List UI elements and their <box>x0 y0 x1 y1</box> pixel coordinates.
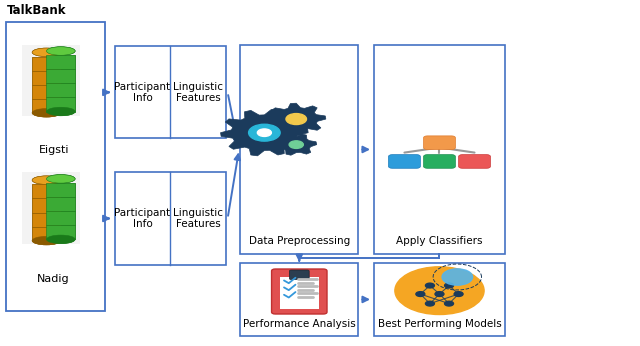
Ellipse shape <box>47 107 75 116</box>
Bar <box>115 46 227 138</box>
Text: Linguistic
Features: Linguistic Features <box>173 208 223 229</box>
Bar <box>47 197 75 211</box>
FancyBboxPatch shape <box>424 155 456 168</box>
Bar <box>47 197 75 211</box>
Ellipse shape <box>32 48 61 56</box>
Bar <box>47 55 75 69</box>
Circle shape <box>445 283 454 288</box>
Bar <box>47 55 75 69</box>
Ellipse shape <box>32 236 61 245</box>
Bar <box>6 22 105 310</box>
Text: Nadig: Nadig <box>37 274 70 284</box>
FancyBboxPatch shape <box>22 172 80 244</box>
Circle shape <box>248 124 280 141</box>
Ellipse shape <box>47 175 75 183</box>
Bar <box>32 212 61 227</box>
Ellipse shape <box>32 176 61 184</box>
Ellipse shape <box>32 48 61 56</box>
Text: TalkBank: TalkBank <box>6 4 66 17</box>
FancyBboxPatch shape <box>271 269 327 314</box>
Bar <box>47 98 75 111</box>
Bar <box>32 227 61 241</box>
Text: Eigsti: Eigsti <box>38 145 69 155</box>
Bar <box>32 99 61 113</box>
Bar <box>32 56 61 71</box>
Text: Performance Analysis: Performance Analysis <box>243 319 356 329</box>
Circle shape <box>286 113 307 125</box>
Bar <box>374 263 505 336</box>
Bar <box>32 99 61 113</box>
Bar <box>32 85 61 99</box>
Ellipse shape <box>32 176 61 184</box>
Bar <box>47 69 75 83</box>
Ellipse shape <box>47 235 75 244</box>
FancyBboxPatch shape <box>459 155 490 168</box>
Bar <box>32 212 61 227</box>
Bar <box>47 211 75 225</box>
Circle shape <box>257 129 271 136</box>
Ellipse shape <box>47 47 75 55</box>
Ellipse shape <box>47 175 75 183</box>
Bar <box>241 263 358 336</box>
Ellipse shape <box>32 236 61 245</box>
Text: Participant
Info: Participant Info <box>115 82 171 103</box>
Bar <box>32 184 61 199</box>
Bar <box>32 184 61 199</box>
Bar <box>32 85 61 99</box>
Bar <box>47 98 75 111</box>
Polygon shape <box>267 103 326 135</box>
Bar <box>374 45 505 254</box>
Bar <box>47 211 75 225</box>
Text: Data Preprocessing: Data Preprocessing <box>249 236 350 246</box>
Text: Apply Classifiers: Apply Classifiers <box>396 236 483 246</box>
Bar <box>47 83 75 98</box>
Bar <box>280 277 319 309</box>
Bar <box>47 225 75 239</box>
Polygon shape <box>221 110 308 156</box>
Text: Linguistic
Features: Linguistic Features <box>173 82 223 103</box>
Bar <box>32 71 61 85</box>
Circle shape <box>435 292 444 297</box>
Bar <box>47 83 75 98</box>
Bar <box>32 199 61 212</box>
Bar <box>32 71 61 85</box>
FancyBboxPatch shape <box>22 45 80 116</box>
FancyBboxPatch shape <box>388 155 420 168</box>
Bar <box>47 69 75 83</box>
Circle shape <box>454 292 463 297</box>
Polygon shape <box>276 134 317 155</box>
Bar <box>47 225 75 239</box>
Bar <box>32 227 61 241</box>
Bar <box>47 183 75 197</box>
FancyBboxPatch shape <box>424 136 456 149</box>
Circle shape <box>426 301 435 306</box>
Text: Participant
Info: Participant Info <box>115 208 171 229</box>
Ellipse shape <box>47 47 75 55</box>
Circle shape <box>426 283 435 288</box>
Circle shape <box>442 269 472 285</box>
Bar <box>32 56 61 71</box>
Ellipse shape <box>47 107 75 116</box>
FancyBboxPatch shape <box>289 270 309 280</box>
Circle shape <box>289 141 303 148</box>
Bar <box>241 45 358 254</box>
Bar <box>115 172 227 264</box>
Circle shape <box>416 292 425 297</box>
Bar <box>47 183 75 197</box>
Ellipse shape <box>32 109 61 117</box>
Circle shape <box>395 267 484 315</box>
Text: Best Performing Models: Best Performing Models <box>378 319 501 329</box>
Bar <box>32 199 61 212</box>
Circle shape <box>445 301 454 306</box>
Ellipse shape <box>32 109 61 117</box>
Ellipse shape <box>47 235 75 244</box>
